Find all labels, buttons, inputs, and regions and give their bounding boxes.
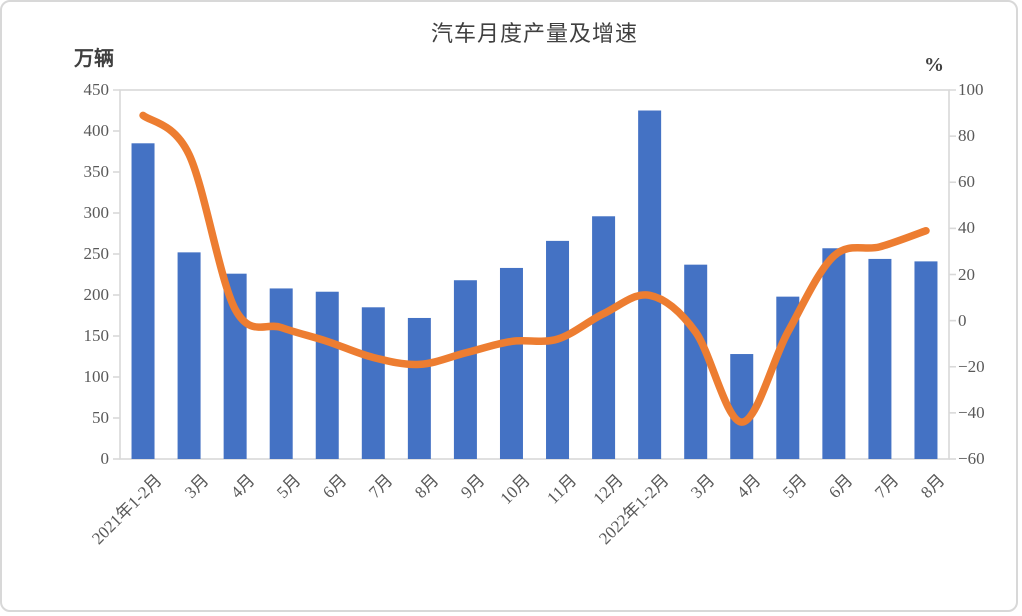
bar-3月 (177, 252, 201, 459)
right-axis-tick-label: −60 (958, 449, 985, 468)
bar-8月 (914, 261, 938, 459)
bar-9月 (453, 280, 477, 459)
right-axis-tick-label: 80 (958, 126, 975, 146)
bar-6月 (822, 248, 846, 459)
left-axis-tick-label: 0 (100, 449, 110, 468)
left-axis-tick-label: 100 (83, 367, 110, 386)
left-axis-tick-label: 400 (83, 121, 110, 140)
bar-10月 (499, 267, 523, 459)
left-axis-tick-label: 200 (83, 285, 110, 304)
bar-2022年1-2月 (638, 110, 662, 459)
bar-6月 (315, 291, 339, 459)
left-axis-tick-label: 300 (83, 203, 110, 222)
left-axis-unit-label: 万辆 (74, 48, 114, 70)
right-axis-tick-label: 100 (958, 80, 984, 99)
left-axis-tick-label: 50 (92, 408, 109, 427)
bar-2021年1-2月 (131, 143, 155, 460)
bar-7月 (361, 307, 385, 459)
right-axis-tick-label: 60 (958, 172, 975, 192)
right-axis-tick-label: 0 (958, 310, 967, 330)
growth-line (139, 111, 930, 426)
right-axis-tick-label: −40 (958, 402, 985, 422)
bar-12月 (592, 216, 616, 459)
bar-4月 (730, 354, 754, 459)
chart-title: 汽车月度产量及增速 (430, 21, 638, 46)
right-axis-tick-label: 40 (958, 218, 975, 238)
bar-8月 (407, 317, 431, 459)
right-axis-unit-label: % (924, 54, 944, 76)
bar-7月 (868, 258, 892, 459)
right-axis-tick-label: −20 (958, 356, 985, 376)
bar-3月 (684, 264, 708, 459)
left-axis-tick-label: 350 (83, 162, 110, 181)
bar-11月 (546, 240, 570, 459)
bar-5月 (269, 288, 293, 459)
left-axis-tick-label: 450 (83, 80, 110, 99)
right-axis-tick-label: 20 (958, 264, 975, 284)
left-axis-tick-label: 150 (83, 326, 110, 345)
left-axis-tick-label: 250 (83, 244, 110, 263)
